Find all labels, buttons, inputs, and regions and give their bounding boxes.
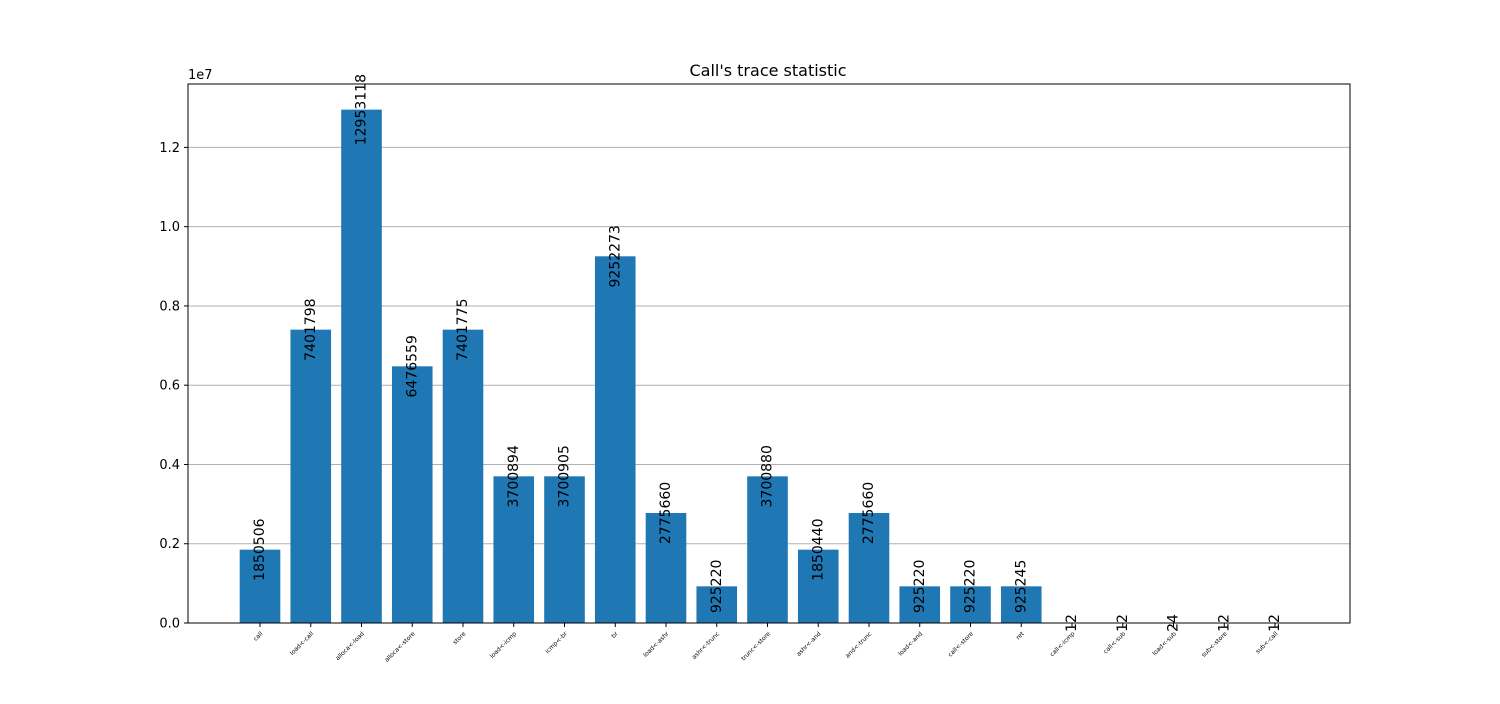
x-tick-label: alloca<-store [383, 630, 416, 663]
x-tick-label: load<-ashr [642, 630, 671, 659]
x-tick-label: call<-icmp [1049, 630, 1077, 658]
chart-title: Call's trace statistic [689, 61, 846, 80]
y-tick-label: 1.0 [159, 220, 180, 235]
x-tick-label: call<-sub [1102, 630, 1127, 655]
bar-value-label: 925220 [709, 560, 725, 613]
bar-value-label: 7401775 [455, 298, 471, 360]
bar-value-label: 2775660 [658, 482, 674, 544]
bar-value-label: 6476559 [404, 335, 420, 397]
bars [240, 110, 1296, 623]
x-tick-label: trunc<-store [740, 630, 772, 662]
x-tick-label: and<-trunc [844, 630, 873, 659]
x-tick-label: load<-and [897, 630, 924, 657]
bar-value-label: 925220 [963, 560, 979, 613]
x-tick-label: ashr<-trunc [691, 630, 721, 660]
y-tick-label: 0.2 [159, 537, 180, 552]
x-tick-label: ret [1015, 630, 1026, 641]
x-tick-label: call [252, 630, 264, 642]
x-tick-label: store [452, 630, 468, 646]
x-tick-label: load<-icmp [489, 630, 519, 660]
bar [290, 330, 331, 623]
x-tick-label: load<-call [289, 630, 316, 657]
y-tick-label: 0.4 [159, 458, 180, 473]
bar [341, 110, 382, 623]
y-axis-ticks: 0.0 0.2 0.4 0.6 0.8 1.0 1.2 [159, 141, 188, 632]
bar-value-label: 2775660 [861, 482, 877, 544]
bar-value-label: 7401798 [303, 298, 319, 360]
bar-value-label: 9252273 [607, 225, 623, 287]
x-tick-label: br [610, 630, 620, 640]
bar-value-label: 12953118 [354, 74, 370, 145]
x-tick-label: load<-sub [1151, 630, 1178, 657]
y-axis-multiplier: 1e7 [188, 68, 213, 83]
bar-value-label: 1850440 [810, 518, 826, 580]
y-tick-label: 1.2 [159, 141, 180, 156]
x-tick-label: call<-store [947, 630, 975, 658]
y-tick-label: 0.6 [159, 379, 180, 394]
x-tick-label: ashr<-and [795, 630, 822, 657]
bar [595, 256, 636, 623]
bar [443, 330, 484, 623]
bar-value-label: 925220 [912, 560, 928, 613]
x-tick-label: icmp<-br [544, 630, 569, 655]
bar-value-label: 3700894 [506, 445, 522, 507]
bar-value-label: 3700880 [760, 445, 776, 507]
y-tick-label: 0.8 [159, 299, 180, 314]
bar-value-label: 3700905 [557, 445, 573, 507]
x-tick-label: sub<-store [1200, 630, 1229, 659]
y-tick-label: 0.0 [159, 617, 180, 632]
x-tick-label: sub<-call [1254, 630, 1279, 655]
bar-value-label: 1850506 [252, 518, 268, 580]
bar [392, 366, 433, 623]
x-tick-label: alloca<-load [334, 630, 366, 662]
bar-value-label: 925245 [1013, 560, 1029, 613]
